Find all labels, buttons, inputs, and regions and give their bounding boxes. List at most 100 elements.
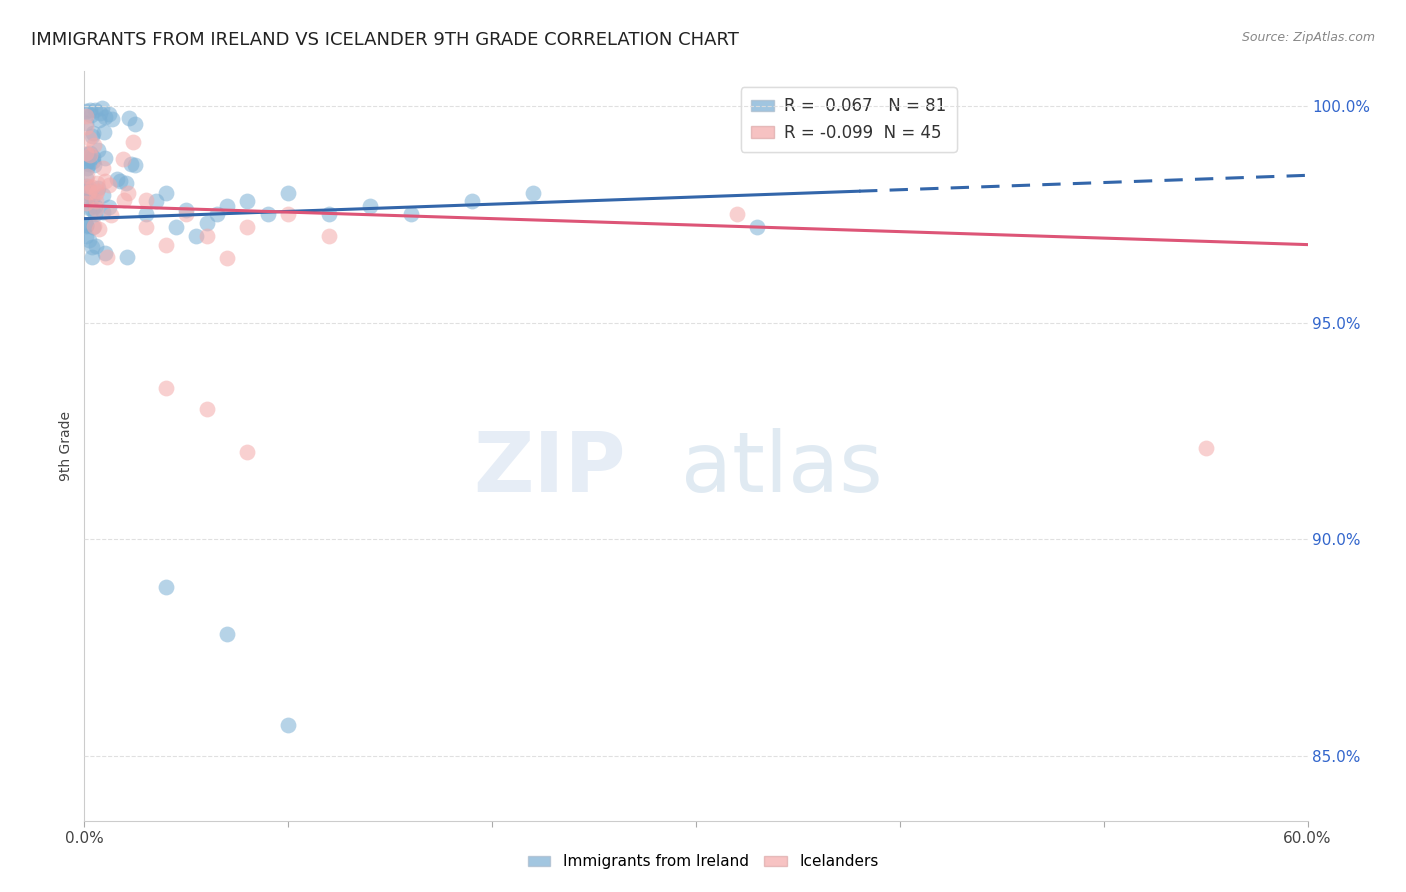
Point xyxy=(135,207,157,221)
Point xyxy=(90,101,112,115)
Point xyxy=(105,171,128,186)
Point xyxy=(83,103,105,118)
Point xyxy=(94,245,117,260)
Point xyxy=(79,103,101,117)
Point xyxy=(82,220,104,235)
Point xyxy=(80,190,103,204)
Point xyxy=(87,112,110,127)
Point xyxy=(135,193,157,207)
Point xyxy=(83,219,105,233)
Point xyxy=(100,208,122,222)
Point xyxy=(82,202,104,216)
Point xyxy=(91,187,114,202)
Point xyxy=(114,176,136,190)
Point xyxy=(83,158,105,172)
Legend: R =  0.067   N = 81, R = -0.099  N = 45: R = 0.067 N = 81, R = -0.099 N = 45 xyxy=(741,87,956,152)
Point xyxy=(79,146,101,161)
Text: ZIP: ZIP xyxy=(472,428,626,509)
Point xyxy=(82,154,104,169)
Point xyxy=(94,174,117,188)
Point xyxy=(94,110,117,124)
Point xyxy=(76,161,98,176)
Point xyxy=(75,229,97,244)
Point xyxy=(82,180,104,194)
Point xyxy=(79,187,101,202)
Point xyxy=(205,207,228,221)
Point xyxy=(165,220,187,235)
Point xyxy=(186,229,208,244)
Point xyxy=(277,718,299,732)
Point xyxy=(79,186,101,200)
Point xyxy=(75,218,97,232)
Point xyxy=(174,202,197,217)
Point xyxy=(124,158,146,172)
Point xyxy=(84,207,107,221)
Point xyxy=(118,111,141,125)
Point xyxy=(124,117,146,131)
Point xyxy=(75,146,97,161)
Point xyxy=(86,176,108,190)
Point xyxy=(83,138,105,153)
Point xyxy=(108,174,131,188)
Point xyxy=(93,125,115,139)
Point xyxy=(89,222,111,236)
Point xyxy=(155,237,177,252)
Point xyxy=(135,220,157,235)
Point xyxy=(257,207,280,221)
Point xyxy=(86,184,108,198)
Point xyxy=(236,445,259,459)
Point xyxy=(75,120,97,134)
Point xyxy=(217,199,239,213)
Point xyxy=(522,186,544,200)
Point xyxy=(80,108,103,122)
Point xyxy=(75,218,97,232)
Point xyxy=(98,178,121,192)
Point xyxy=(236,194,259,209)
Point xyxy=(75,219,97,233)
Point xyxy=(77,150,100,164)
Point xyxy=(399,207,422,221)
Point xyxy=(318,207,340,221)
Point xyxy=(277,186,299,200)
Point xyxy=(91,161,114,176)
Point xyxy=(75,195,97,210)
Point xyxy=(82,240,104,254)
Point xyxy=(84,239,107,253)
Point xyxy=(79,148,101,162)
Point xyxy=(174,207,197,221)
Point xyxy=(75,103,97,118)
Point xyxy=(77,201,100,215)
Point xyxy=(115,250,138,264)
Point xyxy=(145,194,167,209)
Point xyxy=(725,207,748,221)
Point xyxy=(76,147,98,161)
Point xyxy=(96,251,118,265)
Point xyxy=(76,155,98,169)
Text: Source: ZipAtlas.com: Source: ZipAtlas.com xyxy=(1241,31,1375,45)
Point xyxy=(75,178,97,193)
Point xyxy=(195,402,218,417)
Point xyxy=(84,194,107,208)
Point xyxy=(112,152,135,166)
Point xyxy=(98,107,121,121)
Point xyxy=(79,130,101,145)
Point xyxy=(155,186,177,200)
Point xyxy=(217,627,239,641)
Point xyxy=(122,135,145,149)
Point xyxy=(82,150,104,164)
Point xyxy=(75,156,97,170)
Point xyxy=(75,109,97,123)
Point xyxy=(120,157,142,171)
Point xyxy=(80,129,103,144)
Legend: Immigrants from Ireland, Icelanders: Immigrants from Ireland, Icelanders xyxy=(522,848,884,875)
Point xyxy=(75,192,97,206)
Point xyxy=(155,380,177,394)
Point xyxy=(75,151,97,165)
Point xyxy=(84,202,107,216)
Point xyxy=(84,198,107,212)
Point xyxy=(747,220,769,235)
Point xyxy=(100,112,122,126)
Point xyxy=(318,229,340,244)
Point xyxy=(86,181,108,195)
Text: IMMIGRANTS FROM IRELAND VS ICELANDER 9TH GRADE CORRELATION CHART: IMMIGRANTS FROM IRELAND VS ICELANDER 9TH… xyxy=(31,31,738,49)
